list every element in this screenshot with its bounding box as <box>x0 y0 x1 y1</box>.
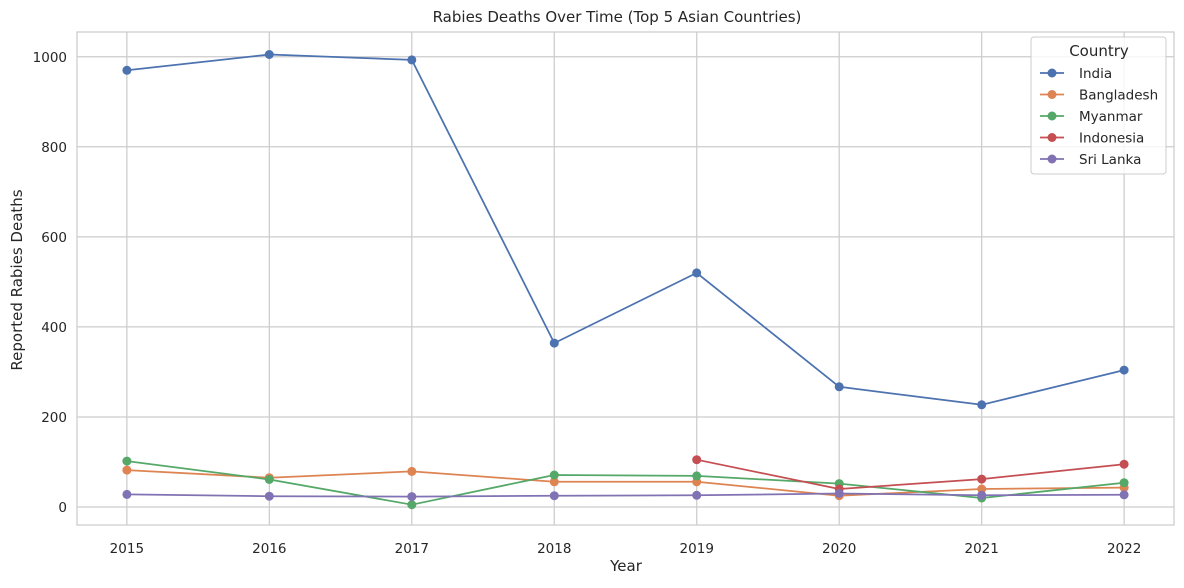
series-line <box>126 460 1125 506</box>
series-myanmar <box>122 456 1129 510</box>
data-point <box>407 492 417 502</box>
data-point <box>264 50 274 59</box>
plot-area-frame <box>76 31 1175 526</box>
data-point <box>834 489 844 498</box>
data-point <box>122 65 132 75</box>
legend-item: Myanmar <box>1040 109 1143 125</box>
data-point <box>977 474 987 484</box>
data-point <box>122 456 132 466</box>
y-tick-label: 400 <box>41 320 67 336</box>
data-point <box>407 466 417 476</box>
series-sri-lanka <box>122 489 1129 502</box>
data-point <box>1119 459 1129 469</box>
legend-marker <box>1047 133 1057 142</box>
legend-label: Indonesia <box>1079 131 1144 147</box>
y-tick-label: 800 <box>41 140 67 156</box>
data-point <box>977 400 987 410</box>
data-point <box>1119 365 1129 375</box>
data-point <box>264 491 274 501</box>
data-point <box>549 477 559 487</box>
axis-ticks: 2015 2016 2017 2018 2019 2020 2021 2022 0 200 400 6… <box>33 50 1142 557</box>
legend-label: India <box>1079 66 1112 82</box>
x-tick-label: 2019 <box>680 541 714 557</box>
legend-marker <box>1047 90 1057 99</box>
series-indonesia <box>692 455 1129 494</box>
y-tick-label: 200 <box>41 410 67 426</box>
chart-title: Rabies Deaths Over Time (Top 5 Asian Cou… <box>433 8 802 26</box>
series-line <box>126 469 1125 497</box>
legend-label: Sri Lanka <box>1079 152 1141 168</box>
x-axis-label: Year <box>609 557 643 575</box>
legend-item: Bangladesh <box>1040 88 1158 104</box>
y-tick-label: 1000 <box>33 50 67 66</box>
data-point <box>692 455 702 465</box>
data-point <box>1119 490 1129 500</box>
series-lines <box>122 50 1129 510</box>
data-point <box>1119 478 1129 488</box>
legend-item: Indonesia <box>1040 131 1144 147</box>
data-point <box>122 465 132 475</box>
data-point <box>549 470 559 480</box>
data-point <box>834 382 844 392</box>
series-india <box>122 50 1129 410</box>
legend-title: Country <box>1069 42 1129 60</box>
x-tick-label: 2017 <box>395 541 429 557</box>
data-point <box>549 338 559 348</box>
legend-label: Bangladesh <box>1079 88 1158 104</box>
legend-marker <box>1047 68 1057 78</box>
series-bangladesh <box>122 465 1129 501</box>
series-line <box>126 492 1125 498</box>
data-point <box>977 490 987 500</box>
data-point <box>692 471 702 481</box>
data-point <box>977 484 987 494</box>
legend-marker <box>1047 111 1057 121</box>
data-point <box>692 268 702 278</box>
legend-item: India <box>1040 66 1112 82</box>
y-tick-label: 600 <box>41 230 67 246</box>
x-tick-label: 2018 <box>537 541 571 557</box>
legend-item: Sri Lanka <box>1040 152 1141 168</box>
grid-lines <box>77 32 1174 525</box>
legend-marker <box>1047 154 1057 164</box>
series-line <box>126 53 1125 406</box>
legend: Country India Bangladesh Myanmar Indonesia S… <box>1030 36 1167 175</box>
x-tick-label: 2015 <box>110 541 144 557</box>
data-point <box>264 475 274 484</box>
series-line <box>696 458 1125 490</box>
legend-items: India Bangladesh Myanmar Indonesia Sri Lanka <box>1040 66 1158 168</box>
x-tick-label: 2022 <box>1107 541 1141 557</box>
legend-label: Myanmar <box>1079 109 1143 125</box>
data-point <box>549 491 559 501</box>
legend-frame <box>1030 36 1167 175</box>
data-point <box>122 489 132 499</box>
y-axis-label: Reported Rabies Deaths <box>8 189 26 370</box>
x-tick-label: 2021 <box>964 541 998 557</box>
y-tick-label: 0 <box>58 500 67 516</box>
data-point <box>407 55 417 65</box>
data-point <box>692 490 702 500</box>
data-point <box>407 500 417 510</box>
x-tick-label: 2016 <box>252 541 286 557</box>
x-tick-label: 2020 <box>822 541 856 557</box>
